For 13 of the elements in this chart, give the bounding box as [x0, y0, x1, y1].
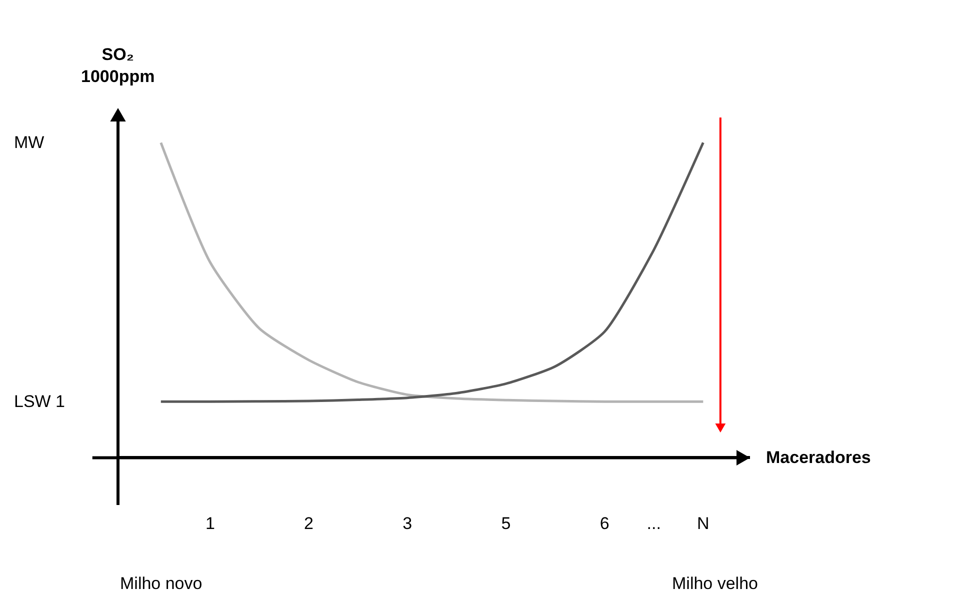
y-axis-title: SO₂ 1000ppm — [81, 45, 155, 86]
x-tick-label: N — [697, 514, 710, 533]
x-tick-label: 6 — [600, 514, 610, 533]
text: Milho velho — [672, 574, 758, 591]
x-tick-label: 1 — [205, 514, 215, 533]
x-tick-label: 3 — [402, 514, 412, 533]
x-axis-title: Maceradores — [766, 448, 871, 467]
x-tick-label: 2 — [304, 514, 314, 533]
text: Milho novo — [120, 574, 202, 591]
x-tick-label: 5 — [501, 514, 511, 533]
x-tick-label: ... — [646, 514, 661, 533]
text: MW — [14, 133, 44, 152]
text: LSW 1 — [14, 392, 66, 411]
